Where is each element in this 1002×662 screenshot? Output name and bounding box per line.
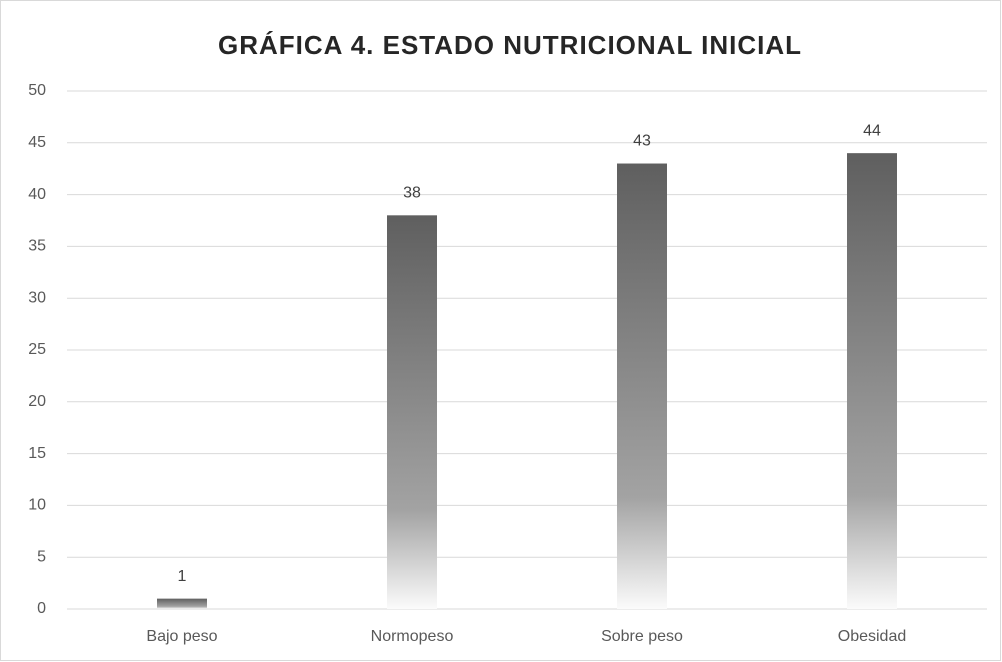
y-tick-label: 10	[28, 497, 46, 514]
data-label: 43	[633, 133, 651, 150]
x-tick-label: Bajo peso	[146, 628, 217, 645]
data-label: 1	[178, 568, 187, 585]
y-tick-label: 30	[28, 289, 46, 306]
y-tick-label: 15	[28, 445, 46, 462]
y-tick-label: 50	[28, 82, 46, 99]
bar	[847, 153, 897, 609]
chart-title: GRÁFICA 4. ESTADO NUTRICIONAL INICIAL	[218, 30, 802, 60]
y-tick-label: 35	[28, 238, 46, 255]
x-tick-label: Normopeso	[371, 628, 454, 645]
y-tick-label: 0	[37, 600, 46, 617]
y-tick-label: 40	[28, 186, 46, 203]
x-tick-label: Obesidad	[838, 628, 907, 645]
y-tick-label: 45	[28, 134, 46, 151]
y-tick-label: 20	[28, 393, 46, 410]
bar	[157, 598, 207, 609]
data-label: 44	[863, 122, 881, 139]
x-tick-label: Sobre peso	[601, 628, 683, 645]
data-label: 38	[403, 185, 421, 202]
y-tick-label: 25	[28, 341, 46, 358]
y-tick-label: 5	[37, 548, 46, 565]
bar	[617, 163, 667, 609]
bar	[387, 215, 437, 609]
